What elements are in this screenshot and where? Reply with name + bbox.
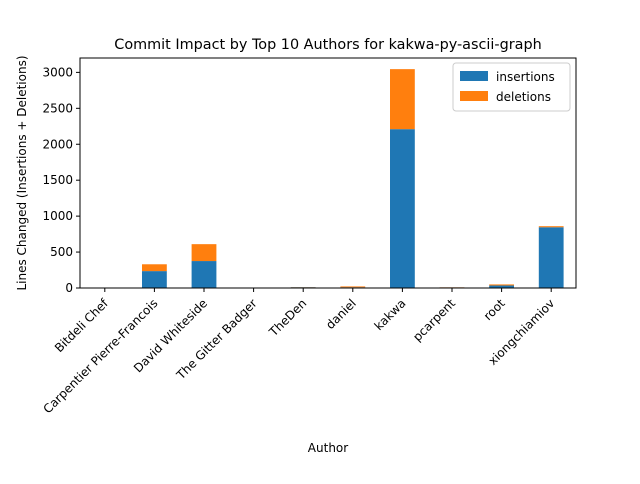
bar-deletions-9 — [539, 226, 564, 227]
y-tick-label: 3000 — [42, 65, 73, 79]
bar-deletions-1 — [142, 264, 167, 271]
y-tick-label: 500 — [50, 245, 73, 259]
bar-insertions-2 — [192, 261, 217, 288]
bar-insertions-6 — [390, 129, 415, 288]
x-axis-label: Author — [308, 441, 348, 455]
legend-swatch-deletions — [460, 91, 488, 101]
y-tick-label: 2000 — [42, 137, 73, 151]
bar-deletions-8 — [489, 284, 514, 285]
y-tick-label: 0 — [65, 281, 73, 295]
legend-swatch-insertions — [460, 71, 488, 81]
legend-label-deletions: deletions — [496, 90, 551, 104]
y-tick-label: 1000 — [42, 209, 73, 223]
y-axis-label: Lines Changed (Insertions + Deletions) — [15, 55, 29, 290]
bar-deletions-2 — [192, 244, 217, 261]
legend: insertions deletions — [453, 63, 570, 111]
y-tick-label: 2500 — [42, 101, 73, 115]
legend-label-insertions: insertions — [496, 70, 555, 84]
bar-insertions-1 — [142, 271, 167, 288]
chart-title: Commit Impact by Top 10 Authors for kakw… — [114, 37, 541, 53]
bar-insertions-9 — [539, 227, 564, 288]
y-tick-label: 1500 — [42, 173, 73, 187]
bar-deletions-5 — [340, 286, 365, 287]
bar-deletions-6 — [390, 69, 415, 129]
